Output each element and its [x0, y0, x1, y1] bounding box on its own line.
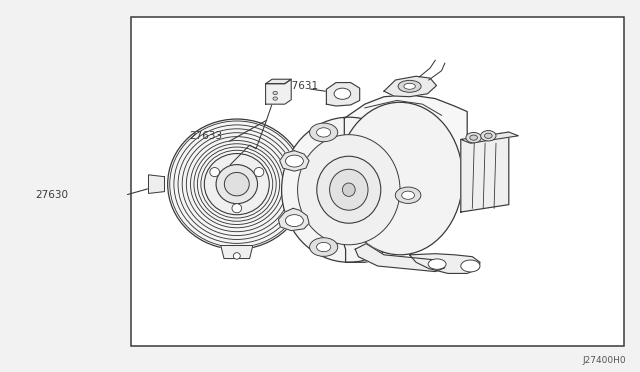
Polygon shape — [278, 208, 309, 231]
Polygon shape — [355, 244, 445, 272]
Ellipse shape — [398, 80, 421, 92]
Polygon shape — [280, 151, 309, 171]
Ellipse shape — [317, 243, 331, 252]
Ellipse shape — [285, 215, 303, 227]
Text: 27633: 27633 — [189, 131, 222, 141]
Polygon shape — [461, 132, 509, 212]
Ellipse shape — [466, 132, 481, 143]
Ellipse shape — [216, 164, 257, 203]
Text: 27631: 27631 — [285, 81, 318, 90]
Polygon shape — [266, 79, 291, 104]
Ellipse shape — [310, 238, 338, 256]
Polygon shape — [384, 76, 436, 97]
Ellipse shape — [282, 117, 416, 262]
Ellipse shape — [234, 253, 240, 259]
Ellipse shape — [273, 97, 278, 100]
Bar — [131, 17, 624, 346]
Ellipse shape — [232, 203, 242, 213]
Ellipse shape — [285, 155, 303, 167]
Ellipse shape — [461, 260, 480, 272]
Ellipse shape — [317, 128, 331, 137]
Ellipse shape — [273, 92, 278, 94]
Ellipse shape — [330, 169, 368, 210]
Ellipse shape — [204, 154, 269, 215]
Ellipse shape — [470, 135, 477, 140]
Ellipse shape — [402, 191, 415, 199]
Ellipse shape — [484, 133, 492, 138]
Ellipse shape — [481, 131, 496, 141]
Ellipse shape — [334, 88, 351, 99]
Ellipse shape — [254, 167, 264, 177]
Ellipse shape — [225, 172, 249, 196]
Polygon shape — [148, 175, 164, 193]
Ellipse shape — [337, 102, 463, 255]
Text: J27400H0: J27400H0 — [582, 356, 626, 365]
Polygon shape — [326, 83, 360, 106]
Polygon shape — [221, 246, 253, 259]
Ellipse shape — [342, 183, 355, 196]
Ellipse shape — [210, 167, 220, 177]
Ellipse shape — [428, 259, 446, 269]
Ellipse shape — [396, 187, 421, 203]
Polygon shape — [344, 95, 467, 262]
Ellipse shape — [310, 123, 338, 142]
Polygon shape — [410, 254, 480, 273]
Ellipse shape — [298, 135, 400, 245]
Polygon shape — [266, 79, 291, 84]
Ellipse shape — [317, 156, 381, 223]
Text: 27630: 27630 — [35, 190, 68, 200]
Polygon shape — [461, 132, 518, 143]
Ellipse shape — [404, 83, 415, 89]
Ellipse shape — [168, 119, 306, 249]
